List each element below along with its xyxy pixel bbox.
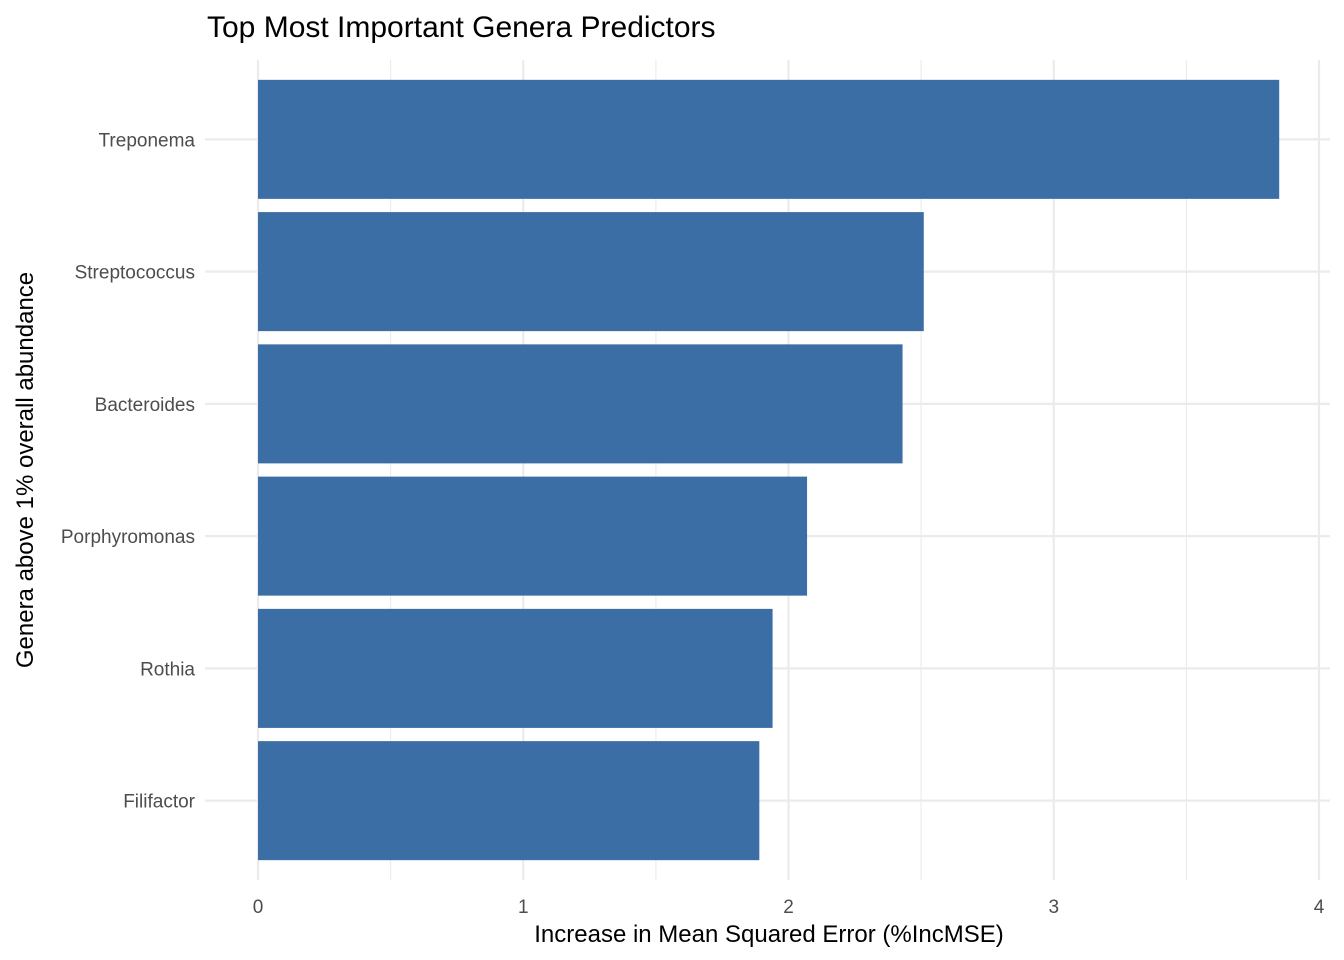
bar-rothia	[258, 608, 773, 728]
bar-filifactor	[258, 741, 760, 861]
x-tick-label: 0	[253, 897, 264, 918]
x-tick-label: 1	[518, 897, 529, 918]
bar-treponema	[258, 79, 1280, 199]
bar-porphyromonas	[258, 476, 808, 596]
y-tick-label: Bacteroides	[95, 395, 195, 416]
x-tick-label: 4	[1314, 897, 1325, 918]
x-tick-label: 3	[1048, 897, 1059, 918]
x-axis-title: Increase in Mean Squared Error (%IncMSE)	[534, 921, 1004, 948]
y-axis-title: Genera above 1% overall abundance	[12, 272, 39, 668]
y-tick-label: Porphyromonas	[61, 527, 195, 548]
chart-title: Top Most Important Genera Predictors	[207, 11, 716, 44]
y-tick-labels: Treponema Streptococcus Bacteroides Porphyr…	[61, 130, 196, 812]
bar-bacteroides	[258, 344, 903, 464]
x-tick-label: 2	[783, 897, 794, 918]
x-tick-labels: 0 1 2 3 4	[253, 897, 1325, 918]
y-tick-label: Rothia	[140, 659, 195, 680]
y-tick-label: Streptococcus	[75, 263, 195, 284]
bars-group	[258, 79, 1280, 861]
bar-streptococcus	[258, 212, 924, 332]
y-tick-label: Treponema	[99, 130, 196, 151]
y-tick-label: Filifactor	[123, 792, 195, 813]
